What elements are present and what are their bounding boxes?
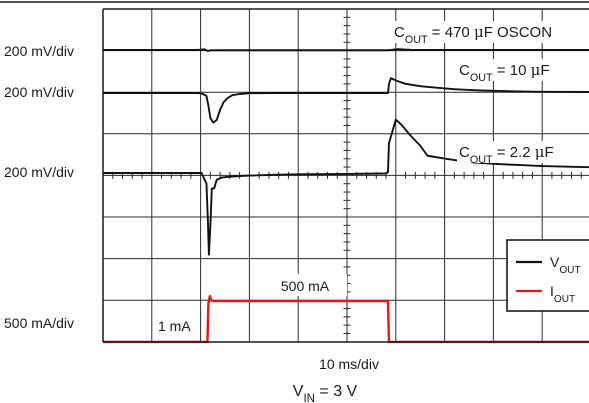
trace-vout-470uf-oscon [103,48,589,52]
legend-box [506,239,589,312]
trace-label-10uf: COUT = 10 μF [459,61,550,84]
current-high-label: 500 mA [281,278,330,294]
channel-scale-label: 200 mV/div [4,164,74,180]
input-voltage-condition: VIN = 3 V [293,383,358,403]
trace-label-470uf-oscon: COUT = 470 μF OSCON [394,23,552,46]
trace-vout-2p2uf [103,118,589,256]
trace-label-2p2uf: COUT = 2.2 μF [459,143,554,166]
trace-label-background [457,59,583,81]
channel-scale-label: 200 mV/div [4,84,74,100]
waveform-traces [103,48,589,344]
legend-entry-iout-label: IOUT [550,283,575,305]
trace-label-background [392,21,589,43]
channel-scale-label: 200 mV/div [4,43,74,59]
channel-scale-label: 500 mA/div [4,315,74,331]
legend: VOUT IOUT [506,239,589,312]
trace-annotations: COUT = 470 μF OSCON COUT = 10 μF COUT = 2.… [158,21,589,334]
x-axis-scale-label: 10 ms/div [319,356,379,372]
current-low-label: 1 mA [158,318,191,334]
trace-iout [103,294,589,344]
legend-entry-vout-label: VOUT [550,254,581,276]
trace-label-background [457,141,583,163]
current-high-label-background [263,274,347,296]
trace-vout-10uf [103,77,589,124]
plot-area: COUT = 470 μF OSCON COUT = 10 μF COUT = 2.… [102,8,589,344]
channel-scale-labels: 200 mV/div 200 mV/div 200 mV/div 500 mA/div [4,43,74,331]
